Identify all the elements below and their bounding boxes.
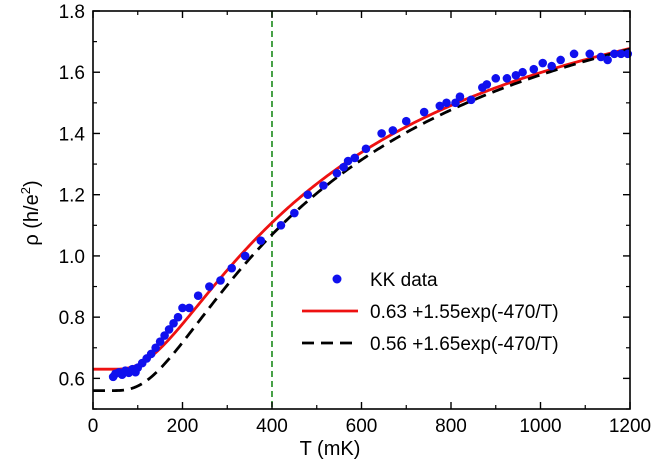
data-point <box>256 236 266 245</box>
data-point <box>343 156 353 166</box>
data-point <box>350 153 360 163</box>
data-point <box>276 221 286 230</box>
data-point <box>205 282 214 291</box>
data-point <box>569 49 579 59</box>
legend-label-red-fit: 0.63 +1.55exp(-470/T) <box>370 302 559 323</box>
y-tick-labels: 0.6 0.8 1.0 1.2 1.4 1.6 1.8 <box>59 2 86 390</box>
data-point <box>491 74 501 83</box>
data-point <box>556 55 565 65</box>
y-tick-label: 0.8 <box>59 308 85 329</box>
y-tick-label: 1.0 <box>59 247 85 268</box>
x-tick-label: 1000 <box>519 416 561 437</box>
x-tick-label: 1200 <box>609 416 651 437</box>
y-tick-label: 1.6 <box>59 63 85 84</box>
data-point <box>511 70 521 80</box>
data-point <box>227 263 237 273</box>
y-tick-label: 1.2 <box>59 186 85 207</box>
fit-curve-red <box>93 47 631 371</box>
data-point <box>435 101 445 111</box>
data-point <box>466 95 476 105</box>
data-point <box>339 162 348 172</box>
data-point <box>610 49 619 59</box>
y-axis-title-sup: 2 <box>18 187 33 194</box>
x-tick-label: 800 <box>435 416 467 437</box>
legend-label-black-fit: 0.56 +1.65exp(-470/T) <box>370 334 559 355</box>
x-tick-label: 600 <box>346 416 378 437</box>
data-point <box>184 303 194 313</box>
data-point <box>518 67 527 77</box>
data-point <box>377 129 386 138</box>
data-points-layer <box>108 49 633 382</box>
data-point <box>502 74 512 83</box>
x-tick-label: 0 <box>88 416 99 437</box>
data-point <box>290 208 299 218</box>
data-point <box>146 349 156 359</box>
x-tick-labels: 0 200 400 600 800 1000 1200 <box>88 416 651 437</box>
data-point <box>303 190 313 199</box>
data-point <box>442 98 451 108</box>
data-point <box>169 318 178 328</box>
y-axis-title: ρ (h/e2) <box>18 180 43 245</box>
data-point <box>596 52 606 62</box>
data-point <box>151 343 160 353</box>
data-point <box>616 49 626 59</box>
y-tick-label: 1.8 <box>59 2 85 23</box>
data-point <box>585 49 595 59</box>
data-point <box>603 55 612 65</box>
data-point <box>193 291 203 301</box>
y-tick-label: 0.6 <box>59 369 85 390</box>
data-point <box>178 303 187 313</box>
legend-label-kk-data: KK data <box>370 270 438 291</box>
data-point <box>216 276 225 285</box>
x-tick-label: 400 <box>256 416 288 437</box>
data-point <box>419 107 429 117</box>
x-axis-title: T (mK) <box>300 438 361 460</box>
data-point <box>319 181 328 190</box>
data-point <box>173 312 183 322</box>
fit-curve-black-dashed <box>93 47 631 393</box>
axis-ticks-layer <box>92 10 631 410</box>
data-point <box>155 337 165 346</box>
data-point <box>547 61 556 71</box>
legend-marker-kk-data <box>332 274 342 284</box>
y-axis-title-main: ρ (h/e <box>21 194 43 245</box>
data-point <box>388 126 398 135</box>
y-tick-label: 1.4 <box>59 124 86 145</box>
data-point <box>451 98 460 108</box>
data-point <box>401 116 411 126</box>
data-point <box>332 168 342 178</box>
data-point <box>538 58 548 68</box>
data-point <box>529 64 539 74</box>
data-point <box>455 92 465 102</box>
legend: KK data 0.63 +1.55exp(-470/T) 0.56 +1.65… <box>302 270 559 355</box>
x-tick-label: 200 <box>167 416 199 437</box>
data-point <box>160 331 169 340</box>
data-point <box>164 325 174 334</box>
y-axis-title-close: ) <box>21 180 43 187</box>
fit-curves-layer <box>93 47 631 393</box>
data-point <box>240 251 250 261</box>
data-point <box>482 80 492 89</box>
data-point <box>361 144 371 154</box>
